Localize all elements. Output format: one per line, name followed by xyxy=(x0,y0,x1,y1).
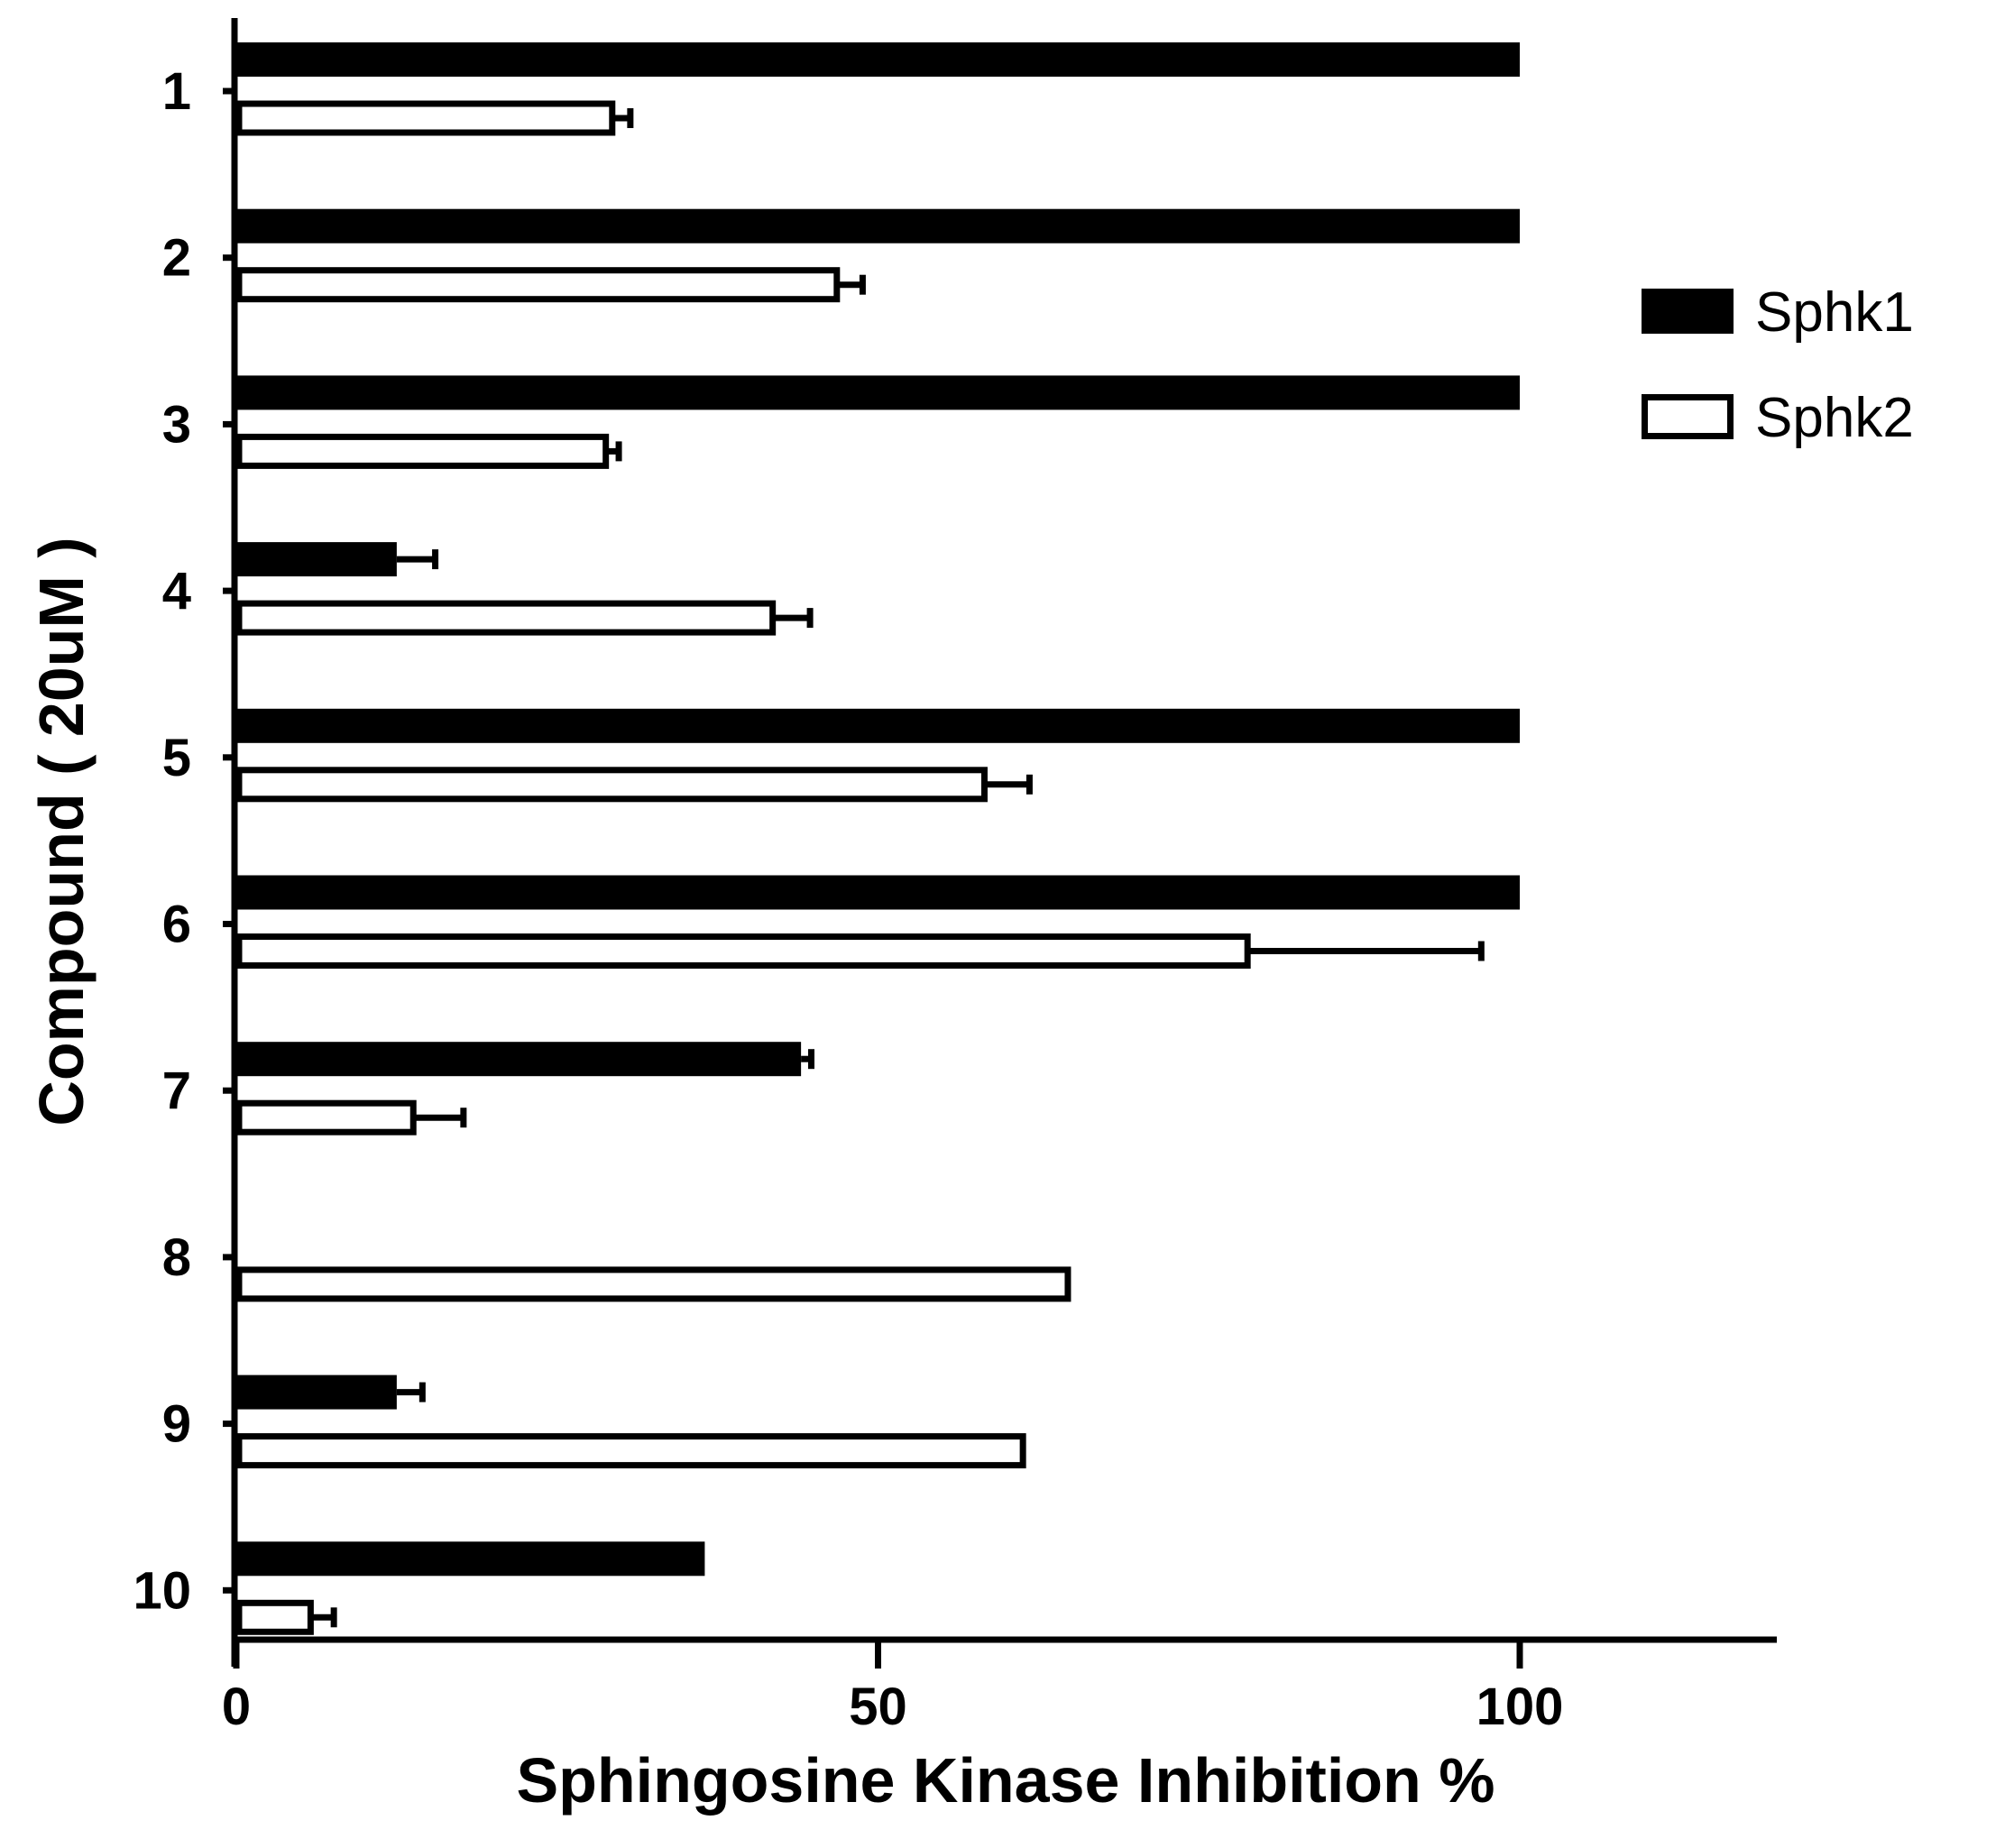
x-axis-title: Sphingosine Kinase Inhibition % xyxy=(516,1745,1495,1816)
legend-swatch-sphk2 xyxy=(1642,394,1734,439)
x-tick-label-100: 100 xyxy=(1476,1678,1564,1736)
y-tick-label-1: 1 xyxy=(162,62,191,121)
bar-sphk1-5 xyxy=(236,708,1520,743)
bar-sphk1-7 xyxy=(236,1042,802,1077)
y-ticks-layer: 1 2 3 4 5 6 7 8 9 10 xyxy=(133,62,236,1620)
bar-sphk2-7 xyxy=(235,1099,417,1135)
y-tick-label-9: 9 xyxy=(162,1395,191,1454)
bar-sphk2-8 xyxy=(235,1266,1071,1302)
bar-sphk2-3 xyxy=(235,433,610,469)
x-tick-label-50: 50 xyxy=(849,1678,907,1736)
legend-swatch-sphk1 xyxy=(1642,289,1734,334)
bar-sphk2-5 xyxy=(235,767,988,803)
y-tick-label-8: 8 xyxy=(162,1228,191,1287)
bar-sphk2-1 xyxy=(235,100,616,136)
legend-label-sphk1: Sphk1 xyxy=(1755,281,1914,344)
bar-sphk1-9 xyxy=(236,1375,397,1410)
y-tick-label-6: 6 xyxy=(162,896,191,954)
y-tick-label-3: 3 xyxy=(162,395,191,454)
error-bars-layer xyxy=(313,108,1485,1628)
bar-sphk1-10 xyxy=(236,1541,705,1577)
bar-sphk1-6 xyxy=(236,875,1520,910)
bar-sphk2-4 xyxy=(235,600,777,636)
bar-sphk1-3 xyxy=(236,375,1520,410)
x-ticks-layer: 0 50 100 xyxy=(222,1640,1564,1736)
y-tick-label-10: 10 xyxy=(133,1561,191,1620)
bar-sphk1-2 xyxy=(236,208,1520,244)
axes-layer xyxy=(231,18,1777,1667)
bar-sphk2-2 xyxy=(235,267,841,303)
legend-label-sphk2: Sphk2 xyxy=(1755,387,1914,449)
legend: Sphk1 Sphk2 xyxy=(1642,281,1914,449)
y-tick-label-7: 7 xyxy=(162,1062,191,1120)
y-tick-label-2: 2 xyxy=(162,229,191,288)
y-axis-title: Compound ( 20uM ) xyxy=(26,537,97,1126)
bar-sphk2-9 xyxy=(235,1433,1026,1469)
y-tick-label-5: 5 xyxy=(162,729,191,787)
bars-layer xyxy=(235,42,1520,1635)
bar-sphk2-10 xyxy=(235,1599,314,1635)
bar-sphk1-4 xyxy=(236,542,397,577)
bar-sphk1-1 xyxy=(236,42,1520,77)
bar-sphk2-6 xyxy=(235,933,1251,969)
y-tick-label-4: 4 xyxy=(162,562,191,621)
x-tick-label-0: 0 xyxy=(222,1678,251,1736)
